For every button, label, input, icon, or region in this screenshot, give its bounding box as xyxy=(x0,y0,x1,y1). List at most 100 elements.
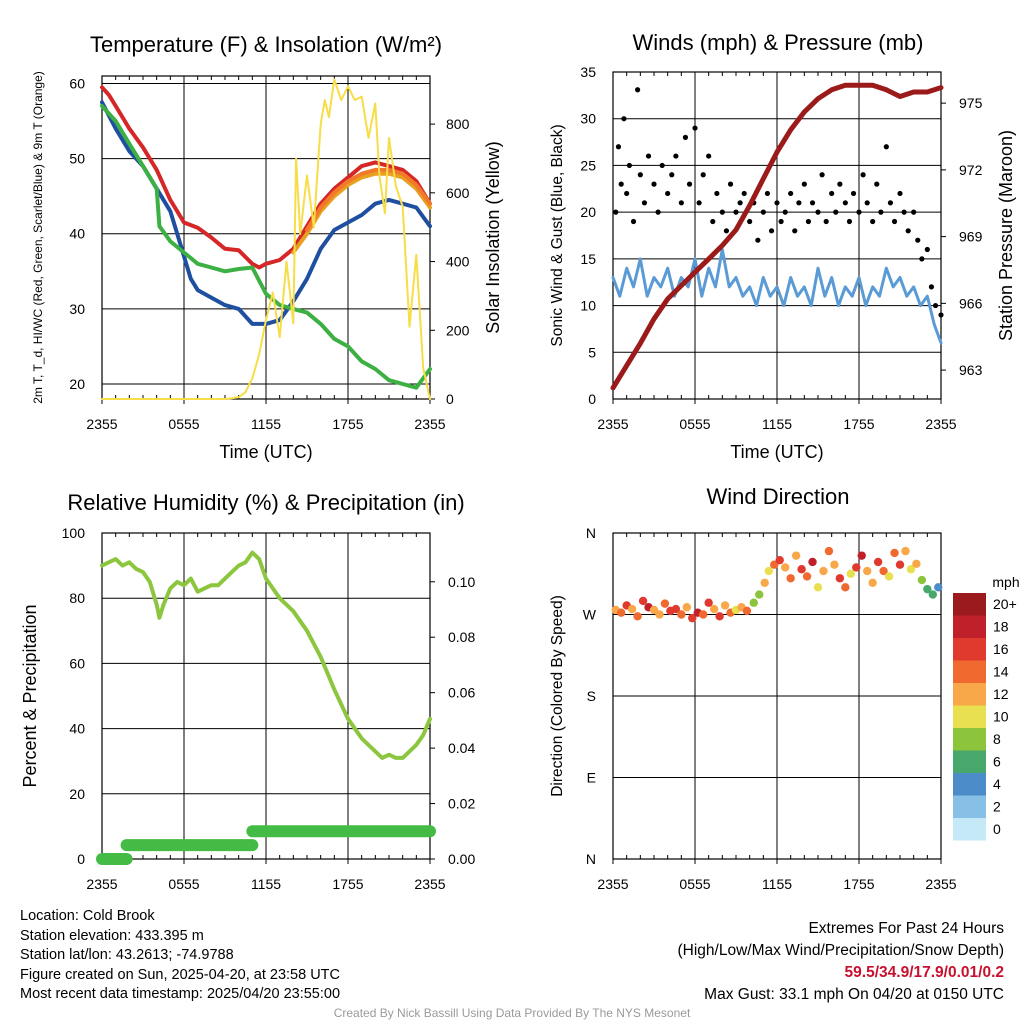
gust-point xyxy=(801,181,807,187)
gust-point xyxy=(883,144,889,150)
gust-point xyxy=(846,218,853,225)
x-tick-label: 0555 xyxy=(168,876,199,892)
gust-point xyxy=(823,218,829,225)
gust-point xyxy=(819,172,825,178)
winds-chart: 0 5 10 15 20 25 30 35 963 966 969 972 975 2355 0555 115… xyxy=(549,30,1016,462)
x-tick-label: 2355 xyxy=(925,416,956,432)
x-tick-label: 2355 xyxy=(597,416,628,432)
y-tick-label-left: 20 xyxy=(69,376,85,392)
direction-point xyxy=(627,604,637,614)
gust-point xyxy=(719,209,725,215)
y-tick-label-left: 5 xyxy=(588,344,596,360)
y-tick-label-right: 969 xyxy=(959,229,983,245)
direction-point xyxy=(699,610,708,619)
gust-point xyxy=(891,218,898,225)
gust-point xyxy=(874,181,880,187)
direction-point xyxy=(857,551,866,560)
gust-point xyxy=(792,228,798,234)
gust-point xyxy=(659,162,665,169)
gust-point xyxy=(682,134,689,140)
direction-point xyxy=(764,566,773,576)
direction-point xyxy=(682,603,691,612)
y-tick-label-left: 60 xyxy=(69,76,85,92)
colorbar-swatch xyxy=(953,660,986,683)
gust-point xyxy=(864,200,870,206)
y-tick-label-right: 200 xyxy=(446,322,470,338)
direction-point xyxy=(633,612,642,621)
gust-point xyxy=(837,181,843,187)
gust-point xyxy=(805,218,812,225)
humidity-chart: 0 20 40 60 80 100 0.00 0.02 0.04 0.06 0.08 0.10 2355… xyxy=(20,490,475,892)
gust-point xyxy=(887,200,894,206)
series-dewpoint xyxy=(100,104,432,390)
extremes-subtitle: (High/Low/Max Wind/Precipitation/Snow De… xyxy=(677,942,1005,959)
y-tick-label-left: 100 xyxy=(62,525,86,541)
credit-line: Created By Nick Bassill Using Data Provi… xyxy=(333,1006,691,1020)
colorbar-swatch xyxy=(953,728,986,751)
colorbar-label: 16 xyxy=(993,641,1009,657)
colorbar-swatch xyxy=(953,683,986,706)
direction-point xyxy=(808,557,817,567)
gust-point xyxy=(788,190,794,197)
gust-point xyxy=(696,200,702,206)
direction-point xyxy=(928,590,937,599)
gust-point xyxy=(842,200,848,206)
station-info: Location: Cold Brook Station elevation: … xyxy=(20,907,340,1005)
direction-point xyxy=(709,604,719,614)
direction-point xyxy=(742,606,752,616)
direction-point xyxy=(802,572,812,581)
direction-point xyxy=(884,572,894,581)
colorbar-swatch xyxy=(953,615,986,638)
colorbar-label: 12 xyxy=(993,686,1009,702)
y-tick-label-left: 30 xyxy=(69,301,85,317)
x-tick-label: 2355 xyxy=(86,416,117,432)
colorbar-swatch xyxy=(953,638,986,661)
series-wind xyxy=(611,248,943,345)
max-gust: Max Gust: 33.1 mph On 04/20 at 0150 UTC xyxy=(704,986,1004,1003)
y-tick-label-right: 0.10 xyxy=(448,574,475,590)
direction-point xyxy=(660,599,670,608)
y-tick-label-right: 972 xyxy=(959,162,983,178)
direction-point xyxy=(671,604,681,614)
gust-point xyxy=(700,172,706,178)
gust-point xyxy=(809,200,816,206)
direction-point xyxy=(901,546,910,556)
direction-point xyxy=(934,583,943,592)
direction-point xyxy=(923,584,932,594)
y-tick-label-left: 25 xyxy=(580,157,596,173)
x-tick-label: 0555 xyxy=(679,416,710,432)
y-tick-label-left: 60 xyxy=(69,655,85,671)
gust-point xyxy=(774,200,780,206)
y-axis-label-left: Percent & Precipitation xyxy=(20,604,40,787)
colorbar-swatch xyxy=(953,750,986,773)
direction-point xyxy=(760,578,769,588)
gust-point xyxy=(706,153,712,159)
direction-point xyxy=(824,546,834,556)
gust-point xyxy=(915,237,921,243)
colorbar-swatch xyxy=(953,818,986,841)
gust-point xyxy=(665,190,671,197)
gust-point xyxy=(850,190,857,197)
gust-point xyxy=(782,209,788,215)
gust-point xyxy=(630,218,637,225)
x-tick-label: 1155 xyxy=(251,876,281,892)
gust-point xyxy=(727,181,734,187)
y-tick-label-left: 20 xyxy=(580,204,596,220)
x-tick-label: 0555 xyxy=(679,876,710,892)
figure-created: Figure created on Sun, 2025-04-20, at 23… xyxy=(20,966,340,983)
direction-point xyxy=(775,555,784,565)
direction-point xyxy=(617,608,626,617)
direction-point xyxy=(846,569,855,578)
direction-point xyxy=(895,560,905,569)
colorbar-label: 0 xyxy=(993,821,1001,837)
y-tick-label-left: N xyxy=(586,851,596,867)
y-tick-label-left: 20 xyxy=(69,786,85,802)
y-tick-label-right: 0.02 xyxy=(448,796,475,812)
x-tick-label: 1755 xyxy=(843,416,874,432)
series-insolation xyxy=(101,78,431,400)
x-tick-label: 1755 xyxy=(843,876,874,892)
extremes-title: Extremes For Past 24 Hours xyxy=(808,920,1004,937)
gust-point xyxy=(686,181,693,187)
